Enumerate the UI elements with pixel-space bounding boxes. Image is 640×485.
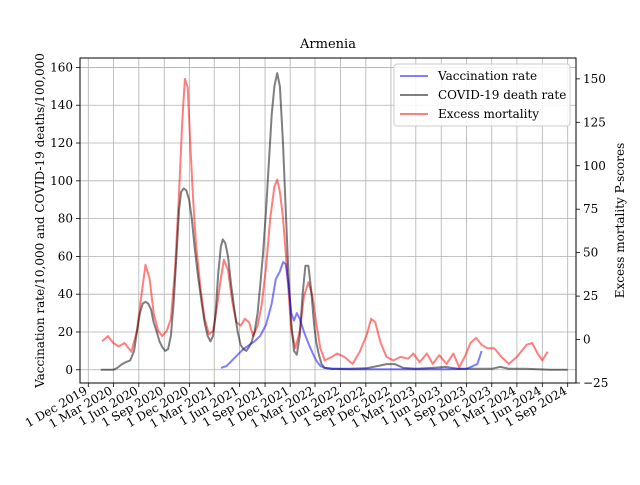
y-left-tick-label: 100: [50, 174, 73, 188]
y-left-tick-label: 80: [58, 212, 73, 226]
y-left-tick-label: 140: [50, 98, 73, 112]
y-right-tick-label: 150: [583, 72, 606, 86]
y-left-tick-label: 40: [58, 287, 73, 301]
series-line-vaccination-rate: [220, 261, 483, 371]
series-layer: [100, 72, 568, 371]
legend: Vaccination rate COVID-19 death rate Exces…: [393, 63, 571, 127]
y-left-tick-label: 0: [65, 363, 73, 377]
plot-frame: [79, 57, 577, 384]
legend-label: COVID-19 death rate: [438, 88, 566, 102]
y-right-tick-label: −25: [583, 376, 608, 390]
y-left-tick-label: 60: [58, 249, 73, 263]
y-left-tick-label: 120: [50, 136, 73, 150]
legend-label: Vaccination rate: [437, 69, 537, 83]
y-axis-label-left: Vaccination rate/10,000 and COVID-19 dea…: [33, 53, 47, 389]
y-right-tick-label: 50: [583, 246, 598, 260]
y-right-tick-label: 0: [583, 333, 591, 347]
y-axis-label-right: Excess mortality P-scores: [613, 143, 627, 298]
y-right-tick-label: 100: [583, 159, 606, 173]
legend-box: [393, 63, 571, 127]
y-left-tick-label: 20: [58, 325, 73, 339]
y-right-tick-label: 25: [583, 289, 598, 303]
y-right-tick-label: 75: [583, 202, 598, 216]
y-left-tick-label: 160: [50, 60, 73, 74]
chart-title: Armenia: [299, 37, 356, 52]
y-right-tick-label: 125: [583, 115, 606, 129]
legend-label: Excess mortality: [438, 107, 539, 121]
